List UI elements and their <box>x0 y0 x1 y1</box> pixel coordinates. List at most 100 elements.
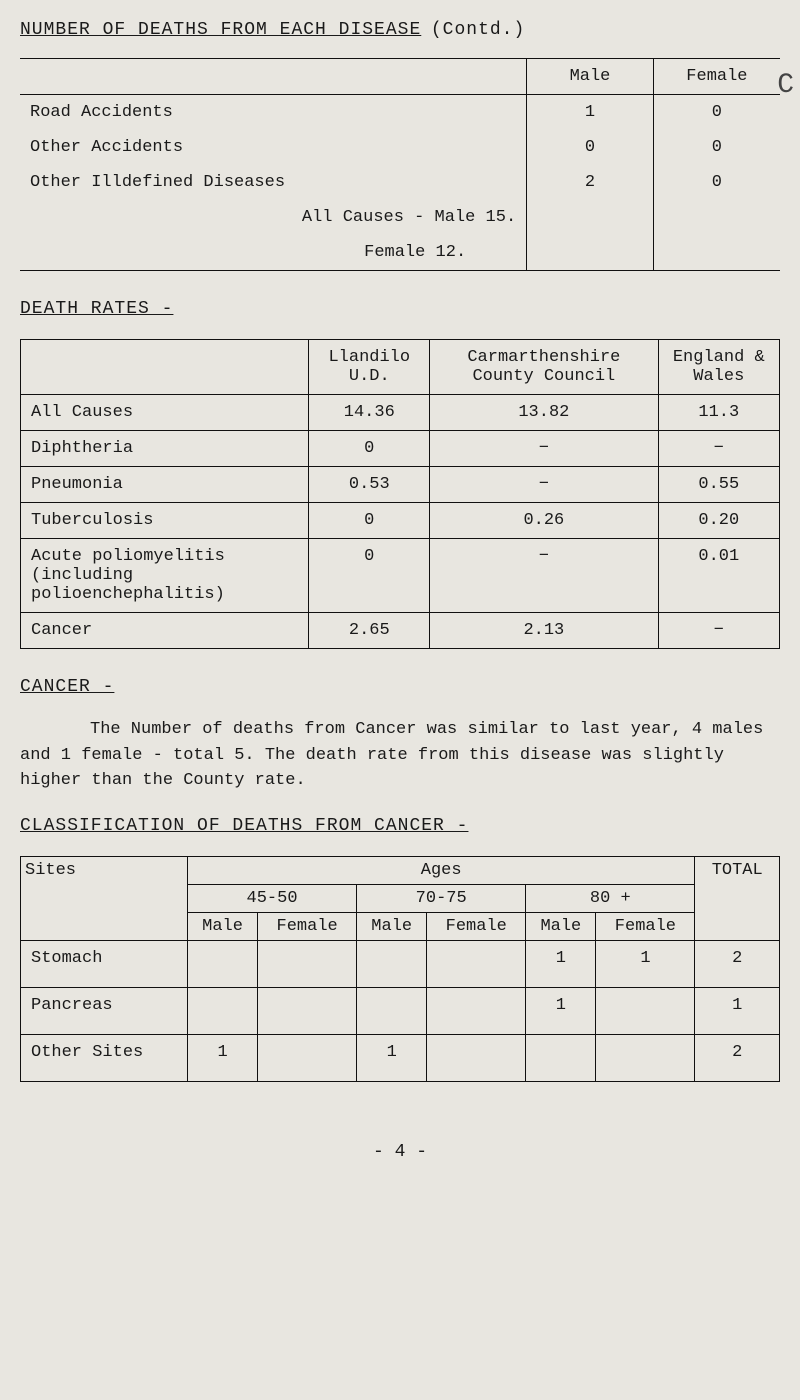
cell: 0.53 <box>309 467 430 503</box>
cell: 14.36 <box>309 395 430 431</box>
cell: 1 <box>596 940 695 987</box>
cell: 1 <box>357 1034 427 1081</box>
cell <box>258 940 357 987</box>
table-row: Female 12. <box>20 235 780 271</box>
cell: − <box>658 613 779 649</box>
section-cancer: CANCER - The Number of deaths from Cance… <box>20 677 780 794</box>
cell: − <box>430 467 658 503</box>
cell: 11.3 <box>658 395 779 431</box>
cell <box>596 1034 695 1081</box>
table-row: Road Accidents 1 0 <box>20 95 780 131</box>
table-deaths: Male Female Road Accidents 1 0 Other Acc… <box>20 58 780 271</box>
row-label: Cancer <box>21 613 309 649</box>
cell: 0.55 <box>658 467 779 503</box>
row-total: 2 <box>695 1034 780 1081</box>
row-female: 0 <box>653 95 780 131</box>
cell <box>596 987 695 1034</box>
sex-header: Female <box>596 912 695 940</box>
cell: 0 <box>309 503 430 539</box>
table-row: All Causes 14.36 13.82 11.3 <box>21 395 780 431</box>
row-total: 2 <box>695 940 780 987</box>
row-male: 2 <box>527 165 654 200</box>
cell: − <box>430 431 658 467</box>
age-group-3: 80 + <box>526 884 695 912</box>
cell <box>187 940 257 987</box>
cell <box>526 1034 596 1081</box>
col-male: Male <box>527 59 654 95</box>
row-female: 0 <box>653 130 780 165</box>
all-causes-line2: Female 12. <box>20 235 527 271</box>
age-group-1: 45-50 <box>187 884 356 912</box>
cell <box>258 987 357 1034</box>
row-label: Diphtheria <box>21 431 309 467</box>
table-row: Other Illdefined Diseases 2 0 <box>20 165 780 200</box>
cell <box>357 987 427 1034</box>
row-total: 1 <box>695 987 780 1034</box>
cell <box>427 940 526 987</box>
row-label: Other Accidents <box>20 130 527 165</box>
page-number: - 4 - <box>20 1142 780 1162</box>
row-male: 1 <box>527 95 654 131</box>
col-llandilo: Llandilo U.D. <box>309 340 430 395</box>
all-causes-line1: All Causes - Male 15. <box>20 200 527 235</box>
cell: 2.65 <box>309 613 430 649</box>
row-label: Road Accidents <box>20 95 527 131</box>
table-cancer-sites: Sites Ages TOTAL 45-50 70-75 80 + Male F… <box>20 856 780 1082</box>
cell: 0 <box>309 431 430 467</box>
section2-title: DEATH RATES - <box>20 299 780 319</box>
site-label: Other Sites <box>21 1034 188 1081</box>
cell: 0.26 <box>430 503 658 539</box>
site-label: Pancreas <box>21 987 188 1034</box>
cancer-paragraph: The Number of deaths from Cancer was sim… <box>20 717 780 794</box>
section3-title: CANCER - <box>20 677 780 697</box>
row-label: All Causes <box>21 395 309 431</box>
table-row: Stomach 1 1 2 <box>21 940 780 987</box>
cell: 0.20 <box>658 503 779 539</box>
cell: − <box>658 431 779 467</box>
table-row: Other Sites 1 1 2 <box>21 1034 780 1081</box>
section1-title: NUMBER OF DEATHS FROM EACH DISEASE <box>20 20 421 40</box>
sex-header: Female <box>258 912 357 940</box>
table-row: Acute poliomyelitis (including polioench… <box>21 539 780 613</box>
page: NUMBER OF DEATHS FROM EACH DISEASE (Cont… <box>0 20 800 1202</box>
table-row: Other Accidents 0 0 <box>20 130 780 165</box>
cell: 2.13 <box>430 613 658 649</box>
cell <box>427 987 526 1034</box>
cell <box>427 1034 526 1081</box>
col-carmarthen: Carmarthenshire County Council <box>430 340 658 395</box>
table-row: Pneumonia 0.53 − 0.55 <box>21 467 780 503</box>
section-deaths-per-disease: NUMBER OF DEATHS FROM EACH DISEASE (Cont… <box>20 20 780 271</box>
cell <box>187 987 257 1034</box>
table-death-rates: Llandilo U.D. Carmarthenshire County Cou… <box>20 339 780 649</box>
row-label: Acute poliomyelitis (including polioench… <box>21 539 309 613</box>
cell: 1 <box>526 987 596 1034</box>
table-row: Diphtheria 0 − − <box>21 431 780 467</box>
cell <box>258 1034 357 1081</box>
sex-header: Male <box>187 912 257 940</box>
table-row: All Causes - Male 15. <box>20 200 780 235</box>
cell: 0 <box>309 539 430 613</box>
cell <box>357 940 427 987</box>
row-label: Tuberculosis <box>21 503 309 539</box>
site-label: Stomach <box>21 940 188 987</box>
sex-header: Male <box>526 912 596 940</box>
cell: 1 <box>187 1034 257 1081</box>
cell: 13.82 <box>430 395 658 431</box>
sex-header: Male <box>357 912 427 940</box>
col-female: Female <box>653 59 780 95</box>
table-row: Tuberculosis 0 0.26 0.20 <box>21 503 780 539</box>
cell: 0.01 <box>658 539 779 613</box>
sex-header: Female <box>427 912 526 940</box>
table-row: Pancreas 1 1 <box>21 987 780 1034</box>
row-label: Other Illdefined Diseases <box>20 165 527 200</box>
sites-header: Sites <box>21 856 188 940</box>
row-female: 0 <box>653 165 780 200</box>
col-england-wales: England & Wales <box>658 340 779 395</box>
table-row: Cancer 2.65 2.13 − <box>21 613 780 649</box>
cell: − <box>430 539 658 613</box>
section-cancer-classification: CLASSIFICATION OF DEATHS FROM CANCER - S… <box>20 816 780 1082</box>
total-header: TOTAL <box>695 856 780 940</box>
ages-header: Ages <box>187 856 694 884</box>
corner-mark: C <box>777 70 794 101</box>
row-label: Pneumonia <box>21 467 309 503</box>
